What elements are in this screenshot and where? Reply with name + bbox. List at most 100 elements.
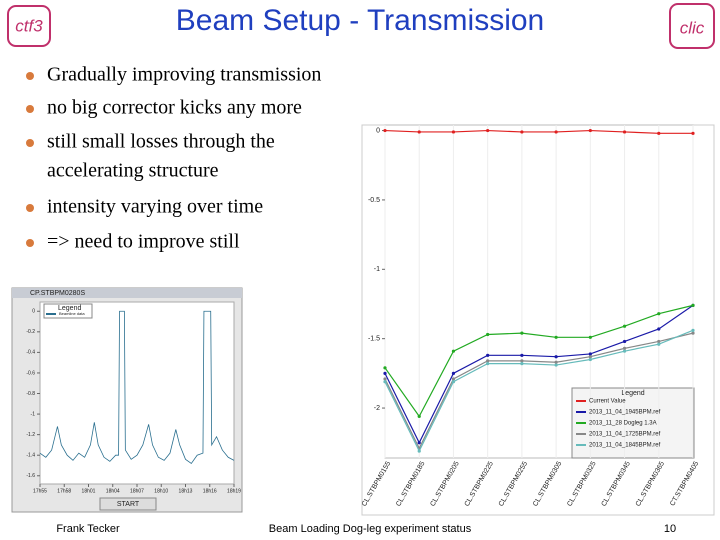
- data-point: [417, 414, 421, 418]
- data-point: [554, 335, 558, 339]
- bullet-list: Gradually improving transmission no big …: [26, 64, 321, 253]
- button-label[interactable]: START: [117, 501, 140, 508]
- data-point: [588, 355, 592, 359]
- data-point: [691, 328, 695, 332]
- data-point: [451, 377, 456, 381]
- legend-entry: 2013_11_28 Dogleg 1.3A: [589, 421, 657, 427]
- x-tick-label: 18h16: [203, 488, 217, 494]
- x-tick-label: 17h58: [57, 488, 71, 494]
- bullet-text: intensity varying over time: [47, 196, 263, 218]
- data-point: [417, 449, 421, 453]
- y-tick-label: -1.4: [26, 453, 35, 459]
- data-point: [657, 339, 661, 344]
- legend-entry: 2013_11_04_1945BPM.ref: [589, 410, 661, 416]
- logo-right: clic: [680, 18, 705, 37]
- bullet-text: still small losses through the: [47, 131, 275, 153]
- x-tick-label: 18h07: [130, 488, 144, 494]
- x-tick-label: 18h10: [154, 488, 168, 494]
- data-point: [588, 335, 592, 339]
- data-point: [520, 353, 524, 357]
- data-point: [554, 130, 558, 134]
- window-titlebar: [12, 288, 242, 298]
- legend-entry: 2013_11_04_1725BPM.ref: [589, 432, 661, 438]
- x-tick-label: 18h04: [106, 488, 120, 494]
- legend-entry: Beamline data: [59, 311, 85, 316]
- bullet-text: Gradually improving transmission: [47, 64, 321, 86]
- window-title: CP.STBPM0280S: [30, 290, 85, 297]
- legend-entry: Current Value: [589, 399, 626, 405]
- y-tick-label: -0.4: [26, 350, 35, 356]
- data-point: [486, 359, 490, 363]
- data-point: [691, 331, 695, 335]
- data-point: [383, 128, 387, 133]
- data-point: [486, 128, 490, 133]
- data-point: [554, 363, 558, 367]
- legend-title: Legend: [58, 305, 81, 312]
- logo-left: ctf3: [15, 16, 43, 35]
- data-point: [657, 342, 661, 346]
- bullet-dot: [26, 105, 34, 113]
- bullet-dot: [26, 139, 34, 147]
- footer-talk: Beam Loading Dog-leg experiment status: [269, 523, 472, 535]
- bullet-text: accelerating structure: [47, 160, 219, 182]
- data-point: [417, 130, 421, 134]
- y-tick-label: -1.5: [368, 336, 380, 343]
- series-line: [384, 329, 694, 453]
- data-point: [622, 346, 627, 350]
- y-tick-label: -1.6: [26, 473, 35, 479]
- start-button[interactable]: [99, 497, 157, 511]
- series-line: [384, 129, 693, 134]
- logo-frame: [7, 5, 51, 47]
- data-point: [451, 130, 456, 134]
- footer-page: 10: [664, 523, 676, 535]
- data-point: [451, 349, 456, 353]
- bullet-text: => need to improve still: [47, 231, 240, 253]
- data-point: [622, 349, 627, 353]
- y-tick-label: -0.5: [368, 197, 380, 204]
- data-point: [417, 441, 421, 445]
- legend-entry: 2013_11_04_1845BPM.ref: [589, 443, 661, 449]
- data-point: [588, 352, 592, 356]
- data-point: [520, 331, 524, 335]
- series-line: [384, 304, 694, 445]
- data-point: [691, 303, 695, 307]
- x-tick-label: 18h19: [227, 488, 241, 494]
- bullet-dot: [26, 204, 34, 212]
- x-tick-label: 18h13: [179, 488, 193, 494]
- data-point: [383, 366, 387, 370]
- data-point: [520, 130, 524, 134]
- data-point: [588, 357, 592, 362]
- data-point: [383, 380, 387, 384]
- y-tick-label: -1: [31, 411, 36, 417]
- y-tick-label: -2: [374, 405, 380, 412]
- y-tick-label: -1: [374, 266, 380, 273]
- legend-box: [571, 387, 695, 459]
- data-point: [486, 362, 490, 366]
- x-tick-label: 18h01: [82, 488, 96, 494]
- data-point: [520, 362, 524, 366]
- data-point: [588, 128, 592, 133]
- data-point: [520, 359, 524, 363]
- bullet-text: no big corrector kicks any more: [47, 97, 302, 119]
- y-tick-label: -0.2: [26, 329, 35, 335]
- data-point: [451, 371, 456, 375]
- data-point: [383, 371, 387, 375]
- data-point: [554, 360, 558, 364]
- data-point: [486, 332, 490, 337]
- y-tick-label: -1.2: [26, 432, 35, 438]
- data-point: [486, 353, 490, 357]
- slide-title: Beam Setup - Transmission: [176, 4, 544, 37]
- data-point: [657, 327, 661, 331]
- series-line: [39, 310, 235, 464]
- y-tick-label: -0.6: [26, 370, 35, 376]
- y-tick-label: 0: [376, 127, 380, 134]
- data-point: [657, 131, 661, 135]
- data-point: [622, 339, 627, 344]
- series-line: [384, 332, 694, 450]
- legend-title: Legend: [621, 390, 644, 397]
- data-point: [383, 377, 387, 381]
- logo-frame: [669, 3, 715, 49]
- bullet-dot: [26, 239, 34, 247]
- series-line: [384, 304, 694, 418]
